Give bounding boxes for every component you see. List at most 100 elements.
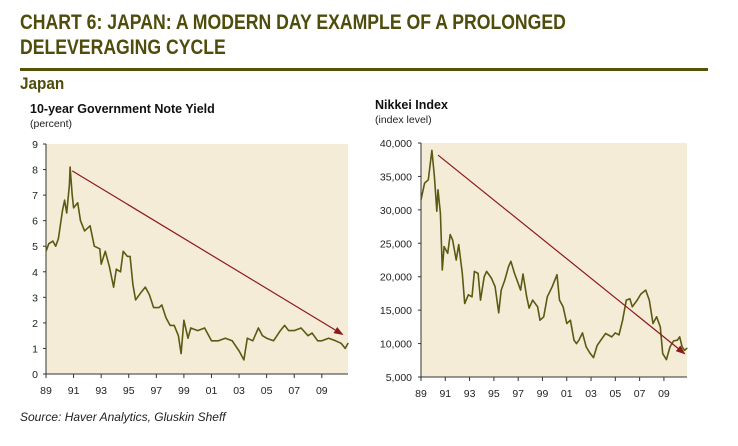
- data-point: [479, 299, 482, 301]
- x-tick-label: 89: [40, 385, 52, 397]
- data-point: [494, 286, 496, 288]
- data-point: [210, 340, 213, 342]
- data-point: [507, 266, 510, 268]
- data-point: [504, 279, 506, 281]
- data-point: [625, 299, 627, 301]
- x-tick-label: 03: [585, 388, 597, 400]
- data-point: [498, 312, 500, 314]
- data-point: [669, 346, 671, 348]
- x-tick-label: 07: [634, 388, 646, 400]
- figure-title-line1: CHART 6: JAPAN: A MODERN DAY EXAMPLE OF …: [20, 11, 566, 34]
- data-point: [183, 319, 185, 321]
- data-point: [578, 339, 580, 341]
- x-tick-label: 89: [415, 388, 427, 400]
- data-point: [581, 332, 584, 334]
- data-point: [592, 357, 595, 359]
- data-point: [519, 289, 522, 291]
- data-point: [686, 347, 688, 349]
- data-point: [424, 182, 426, 184]
- data-point: [437, 189, 439, 191]
- data-point: [144, 286, 146, 288]
- data-point: [443, 246, 445, 248]
- y-tick-label: 5,000: [386, 372, 412, 384]
- data-point: [66, 212, 68, 214]
- data-point: [551, 286, 553, 288]
- data-point: [645, 289, 647, 291]
- data-point: [61, 209, 64, 212]
- data-point: [246, 337, 248, 339]
- data-point: [614, 332, 616, 334]
- right-chart-subtitle: (index level): [375, 114, 432, 126]
- figure-title-line2: DELEVERAGING CYCLE: [20, 36, 226, 59]
- data-point: [72, 207, 75, 209]
- data-point: [471, 296, 473, 298]
- data-point: [608, 334, 610, 337]
- data-point: [279, 329, 282, 332]
- data-point: [55, 245, 57, 247]
- data-point: [585, 346, 587, 348]
- source-note: Source: Haver Analytics, Gluskin Sheff: [20, 410, 226, 424]
- data-point: [57, 237, 60, 240]
- x-tick-label: 99: [537, 388, 549, 400]
- data-point: [483, 276, 485, 278]
- x-tick-label: 91: [439, 388, 451, 400]
- x-tick-label: 03: [233, 385, 245, 397]
- data-point: [681, 346, 683, 348]
- data-point: [45, 250, 47, 252]
- y-tick-label: 9: [32, 139, 38, 151]
- data-point: [464, 302, 466, 305]
- data-point: [231, 340, 233, 342]
- data-point: [420, 199, 422, 201]
- x-tick-label: 01: [206, 385, 218, 397]
- data-point: [485, 270, 488, 272]
- data-point: [99, 248, 101, 250]
- data-point: [104, 250, 106, 252]
- data-point: [528, 307, 530, 309]
- y-tick-label: 40,000: [380, 138, 412, 150]
- data-point: [629, 298, 631, 300]
- data-point: [618, 334, 620, 336]
- plot-area: [46, 144, 348, 374]
- data-point: [148, 294, 151, 296]
- data-point: [344, 347, 346, 350]
- y-tick-label: 4: [32, 267, 38, 279]
- data-point: [605, 332, 607, 335]
- data-point: [119, 271, 122, 273]
- data-point: [546, 296, 548, 298]
- data-point: [676, 339, 678, 341]
- y-tick-label: 1: [32, 343, 38, 355]
- data-point: [283, 324, 286, 327]
- y-tick-label: 15,000: [380, 305, 412, 317]
- data-point: [575, 342, 578, 345]
- data-point: [652, 322, 654, 325]
- y-tick-label: 20,000: [380, 272, 412, 284]
- data-point: [427, 179, 429, 181]
- x-tick-label: 93: [95, 385, 107, 397]
- data-point: [656, 316, 658, 318]
- data-point: [126, 255, 128, 258]
- data-point: [93, 245, 95, 247]
- y-tick-label: 8: [32, 165, 38, 177]
- data-point: [89, 225, 91, 227]
- x-tick-label: 97: [150, 385, 162, 397]
- x-tick-label: 05: [261, 385, 273, 397]
- data-point: [516, 279, 518, 281]
- y-tick-label: 6: [32, 216, 38, 228]
- data-point: [69, 166, 71, 168]
- data-point: [79, 220, 82, 222]
- data-point: [152, 306, 155, 309]
- data-point: [458, 244, 460, 246]
- right-chart-title: Nikkei Index: [375, 98, 448, 112]
- data-point: [48, 243, 50, 245]
- x-tick-label: 93: [464, 388, 476, 400]
- right-chart: 5,000 10,000 15,000 20,000 25,000 30,000 35,00…: [380, 138, 688, 400]
- data-point: [77, 202, 79, 204]
- data-point: [317, 340, 319, 342]
- left-chart-title: 10-year Government Note Yield: [30, 102, 215, 116]
- data-point: [203, 327, 206, 329]
- data-point: [84, 230, 86, 232]
- data-point: [562, 306, 564, 308]
- y-tick-label: 10,000: [380, 339, 412, 351]
- series-line: [420, 149, 688, 361]
